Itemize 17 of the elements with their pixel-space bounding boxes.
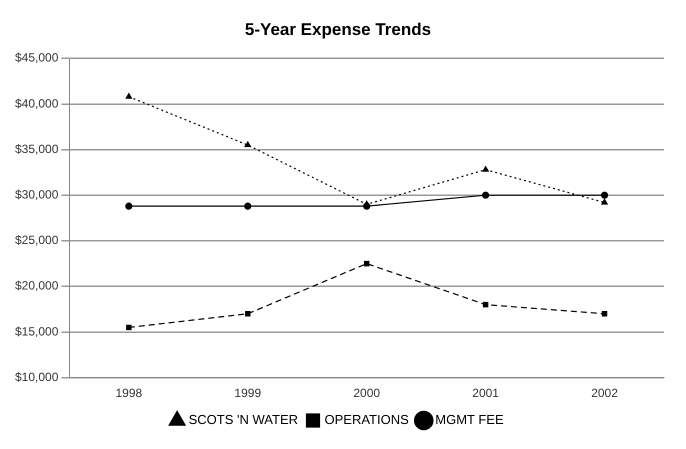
y-tick-label: $35,000 xyxy=(14,142,59,156)
x-tick-label: 1998 xyxy=(115,386,143,400)
x-tick-label: 1999 xyxy=(234,386,262,400)
y-tick-label: $15,000 xyxy=(14,324,59,338)
x-tick-label: 2001 xyxy=(472,386,500,400)
y-tick-label: $10,000 xyxy=(14,370,59,384)
x-tick-label: 2000 xyxy=(353,386,380,400)
legend-label: OPERATIONS xyxy=(324,412,410,428)
legend-label: MGMT FEE xyxy=(435,412,504,428)
x-tick-label: 2002 xyxy=(591,386,618,400)
y-tick-label: $25,000 xyxy=(14,233,59,248)
legend-label: SCOTS 'N WATER xyxy=(188,412,298,428)
y-tick-label: $30,000 xyxy=(14,188,59,202)
y-tick-label: $20,000 xyxy=(14,278,59,293)
y-tick-label: $45,000 xyxy=(14,50,59,65)
y-tick-label: $40,000 xyxy=(14,96,59,110)
chart-title: 5-Year Expense Trends xyxy=(244,20,432,39)
